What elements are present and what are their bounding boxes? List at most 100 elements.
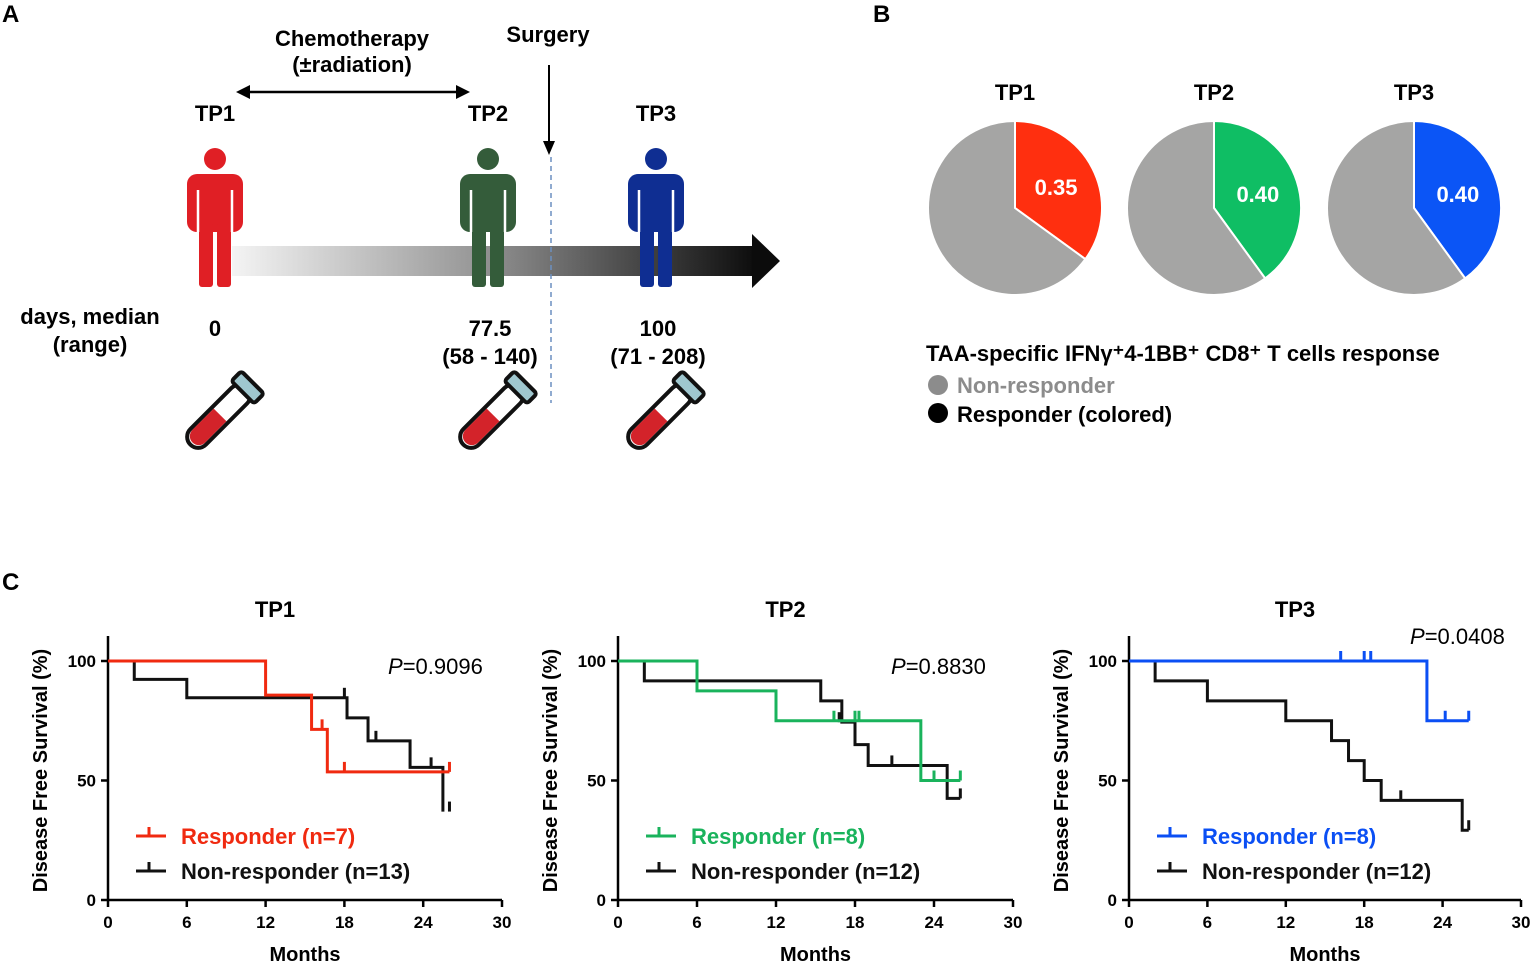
km-chart-tp2: TP2 0 6 12 18 24 30 0 50 100 Months Disease Free Su…: [540, 597, 1022, 966]
pie-legend-title: TAA-specific IFNγ⁺4-1BB⁺ CD8⁺ T cells re…: [926, 341, 1440, 366]
x-axis-label: Months: [269, 944, 340, 966]
timepoint-2: TP2 77.5 (58 - 140): [442, 101, 538, 450]
timepoint-range: (71 - 208): [610, 344, 705, 369]
legend-responder: Responder (n=8): [1202, 824, 1376, 849]
y-tick-label: 100: [578, 652, 606, 671]
nonresponder-legend-label: Non-responder: [957, 373, 1115, 398]
chemo-arrow-right: [456, 85, 470, 99]
nonresponder-legend-dot: [928, 375, 948, 395]
p-value: P=0.9096: [388, 654, 483, 679]
y-tick-label: 100: [1089, 652, 1117, 671]
nonresponder-curve: [108, 659, 445, 812]
y-tick-label: 0: [87, 891, 96, 910]
timepoint-median: 0: [209, 316, 221, 341]
pie-value-label: 0.35: [1035, 175, 1078, 200]
pie-value-label: 0.40: [1436, 182, 1479, 207]
timepoints: TP1 0 TP2 77.5 (58 - 140) TP3 100 (71 - 208): [185, 101, 706, 450]
person-icon: [187, 148, 243, 287]
panel-label-b: B: [873, 1, 890, 28]
pie-title: TP3: [1394, 80, 1434, 105]
x-tick-label: 6: [692, 913, 701, 932]
person-icon: [460, 148, 516, 287]
y-tick-label: 50: [1098, 772, 1117, 791]
blood-tube-icon: [185, 370, 265, 450]
pie-slice-nonresponder: [1326, 119, 1467, 296]
x-tick-label: 0: [613, 913, 622, 932]
chart-title: TP2: [765, 597, 805, 622]
x-tick-label: 12: [767, 913, 786, 932]
timepoint-range: (58 - 140): [442, 344, 537, 369]
timepoint-label: TP2: [468, 101, 508, 126]
blood-tube-icon: [458, 370, 538, 450]
timepoint-3: TP3 100 (71 - 208): [610, 101, 706, 450]
timepoint-label: TP3: [636, 101, 676, 126]
chemo-arrow-left: [236, 85, 250, 99]
x-axis-label: Months: [1289, 944, 1360, 966]
x-tick-label: 6: [1203, 913, 1212, 932]
pie-slice-nonresponder: [1126, 119, 1267, 296]
blood-tube-icon: [626, 370, 706, 450]
x-tick-label: 30: [493, 913, 512, 932]
x-tick-label: 18: [335, 913, 354, 932]
pie-title: TP2: [1194, 80, 1234, 105]
x-tick-label: 12: [256, 913, 275, 932]
pie-title: TP1: [995, 80, 1035, 105]
pie-slice-responder: [1413, 119, 1502, 280]
chemo-label: Chemotherapy: [275, 26, 430, 51]
x-tick-label: 24: [1433, 913, 1452, 932]
x-tick-label: 24: [414, 913, 433, 932]
legend-responder: Responder (n=7): [181, 824, 355, 849]
chart-title: TP3: [1275, 597, 1315, 622]
x-axis-label: Months: [780, 944, 851, 966]
panel-label-a: A: [2, 1, 19, 28]
legend-responder: Responder (n=8): [691, 824, 865, 849]
km-chart-tp3: TP3 0 6 12 18 24 30 0 50 100 Months Disease Free Su…: [1051, 597, 1530, 966]
x-tick-label: 18: [1355, 913, 1374, 932]
p-value: P=0.0408: [1410, 624, 1505, 649]
x-tick-label: 30: [1004, 913, 1023, 932]
surgery-arrowhead: [543, 141, 555, 155]
y-tick-label: 50: [587, 772, 606, 791]
y-axis-label: Disease Free Survival (%): [540, 649, 562, 892]
timepoint-label: TP1: [195, 101, 235, 126]
person-icon: [628, 148, 684, 287]
timeline-panel: Chemotherapy (±radiation) Surgery days, …: [20, 22, 780, 450]
pie-value-label: 0.40: [1236, 182, 1279, 207]
chart-title: TP1: [255, 597, 295, 622]
y-tick-label: 100: [68, 652, 96, 671]
responder-curve: [1129, 659, 1469, 723]
responder-legend-label: Responder (colored): [957, 402, 1172, 427]
pie-charts: TP1 0.35 TP2 0.40 TP3 0.40: [927, 80, 1502, 296]
y-axis-label: Disease Free Survival (%): [1051, 649, 1073, 892]
x-tick-label: 18: [846, 913, 865, 932]
days-median-label: days, median: [20, 304, 159, 329]
legend-nonresponder: Non-responder (n=13): [181, 859, 410, 884]
panel-label-c: C: [2, 569, 19, 596]
legend-nonresponder: Non-responder (n=12): [691, 859, 920, 884]
km-charts: TP1 0 6 12 18 24 30 0 50 100 Months Disease Free Su…: [30, 597, 1530, 966]
pie-tp1: TP1 0.35: [927, 80, 1103, 296]
timeline-arrowhead: [752, 234, 780, 288]
responder-legend-dot: [928, 403, 948, 423]
pie-slice-responder: [1213, 119, 1302, 280]
pie-legend: TAA-specific IFNγ⁺4-1BB⁺ CD8⁺ T cells re…: [926, 341, 1440, 427]
x-tick-label: 24: [925, 913, 944, 932]
pie-slice-nonresponder: [927, 119, 1087, 296]
x-tick-label: 6: [182, 913, 191, 932]
surgery-label: Surgery: [506, 22, 590, 47]
nonresponder-curve: [1129, 659, 1469, 832]
y-tick-label: 50: [77, 772, 96, 791]
y-axis-label: Disease Free Survival (%): [30, 649, 52, 892]
timepoint-1: TP1 0: [185, 101, 265, 450]
pie-tp3: TP3 0.40: [1326, 80, 1502, 296]
p-value: P=0.8830: [891, 654, 986, 679]
days-range-label: (range): [53, 332, 128, 357]
responder-curve: [108, 659, 450, 774]
chemo-label-radiation: (±radiation): [292, 52, 412, 77]
pie-tp2: TP2 0.40: [1126, 80, 1302, 296]
km-chart-tp1: TP1 0 6 12 18 24 30 0 50 100 Months Disease Free Su…: [30, 597, 511, 966]
pie-slice-responder: [1014, 119, 1103, 261]
x-tick-label: 0: [103, 913, 112, 932]
y-tick-label: 0: [1108, 891, 1117, 910]
